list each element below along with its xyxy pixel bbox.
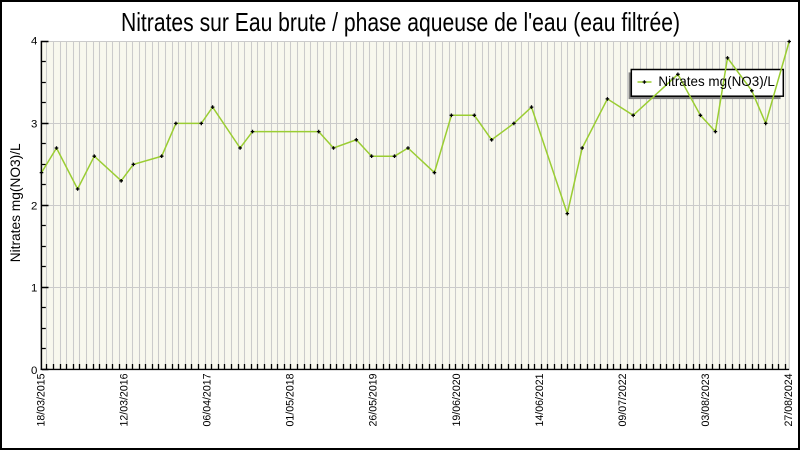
svg-text:3: 3 xyxy=(31,119,37,131)
svg-text:Nitrates sur Eau brute / phase: Nitrates sur Eau brute / phase aqueuse d… xyxy=(121,9,680,37)
svg-text:2: 2 xyxy=(31,201,37,213)
svg-text:Nitrates mg(NO3)/L: Nitrates mg(NO3)/L xyxy=(658,74,775,89)
svg-text:Nitrates mg(NO3)/L: Nitrates mg(NO3)/L xyxy=(8,143,23,262)
svg-text:1: 1 xyxy=(31,283,37,295)
svg-text:27/08/2024: 27/08/2024 xyxy=(783,373,795,426)
svg-text:09/07/2022: 09/07/2022 xyxy=(617,373,629,426)
svg-text:0: 0 xyxy=(31,365,37,377)
svg-text:03/08/2023: 03/08/2023 xyxy=(700,373,712,426)
svg-text:06/04/2017: 06/04/2017 xyxy=(202,373,214,426)
svg-text:14/06/2021: 14/06/2021 xyxy=(534,373,546,426)
svg-text:12/03/2016: 12/03/2016 xyxy=(119,373,131,426)
svg-text:19/06/2020: 19/06/2020 xyxy=(451,373,463,426)
svg-text:01/05/2018: 01/05/2018 xyxy=(285,373,297,426)
svg-text:26/05/2019: 26/05/2019 xyxy=(368,373,380,426)
svg-text:18/03/2015: 18/03/2015 xyxy=(36,373,48,426)
svg-text:4: 4 xyxy=(31,36,37,48)
